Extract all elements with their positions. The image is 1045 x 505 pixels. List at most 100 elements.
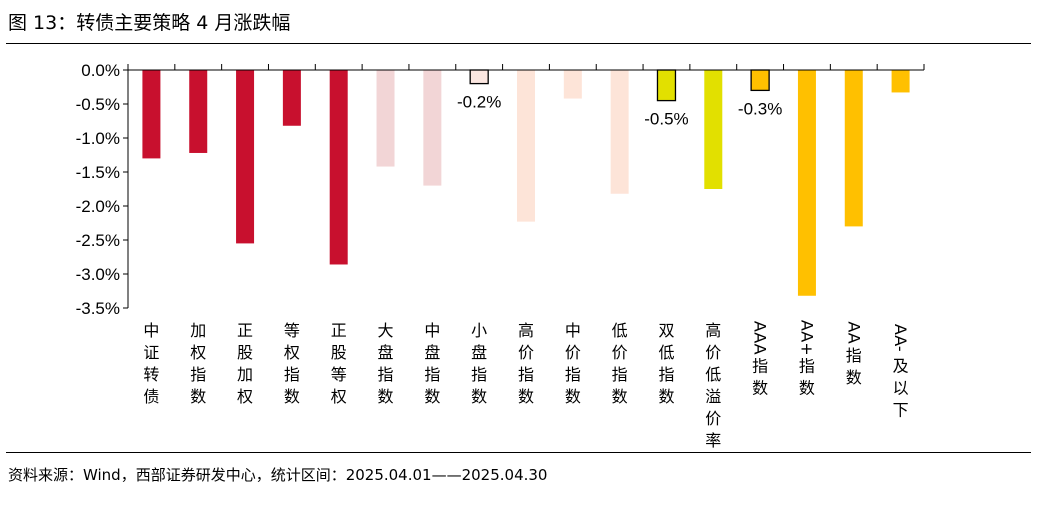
svg-text:及: 及	[893, 357, 909, 376]
y-tick-label: -3.0%	[76, 265, 120, 284]
y-tick-label: -2.0%	[76, 197, 120, 216]
svg-text:证: 证	[143, 343, 159, 362]
bar	[750, 69, 770, 92]
svg-text:盘: 盘	[378, 343, 394, 362]
svg-text:权: 权	[331, 387, 347, 406]
svg-text:权: 权	[284, 343, 300, 362]
bars	[142, 69, 910, 296]
svg-text:双: 双	[658, 321, 674, 340]
y-axis: 0.0% -0.5% -1.0% -1.5% -2.0% -2.5% -3.0% -3.5%	[76, 61, 129, 318]
svg-text:高: 高	[518, 321, 534, 340]
svg-text:数: 数	[518, 387, 534, 406]
svg-text:数: 数	[284, 387, 300, 406]
svg-text:低: 低	[612, 321, 628, 340]
category-labels: 中证转债加权指数正股加权等权指数正股等权大盘指数中盘指数小盘指数高价指数中价指数…	[143, 320, 910, 450]
svg-text:指: 指	[799, 357, 815, 376]
bar	[517, 70, 535, 222]
bar	[469, 69, 489, 85]
svg-text:数: 数	[565, 387, 581, 406]
svg-text:数: 数	[378, 387, 394, 406]
bar	[423, 70, 442, 186]
bar	[610, 70, 629, 194]
bar-chart: 0.0%-0.5%-1.0%-1.5%-2.0%-2.5%-3.0%-3.5% …	[76, 61, 925, 450]
svg-text:数: 数	[752, 379, 768, 398]
bar-data-label: -0.5%	[644, 110, 688, 129]
svg-text:指: 指	[612, 365, 628, 384]
bar	[282, 70, 301, 126]
svg-text:加: 加	[190, 321, 206, 340]
x-axis	[127, 64, 925, 71]
bar	[656, 69, 677, 102]
svg-text:AAA: AAA	[751, 321, 770, 355]
figure-title: 图 13：转债主要策略 4 月涨跌幅	[8, 12, 291, 34]
svg-text:低: 低	[705, 365, 721, 384]
bar	[563, 70, 582, 99]
svg-text:价: 价	[705, 343, 721, 362]
y-tick-label: -1.0%	[76, 129, 120, 148]
svg-text:价: 价	[705, 409, 721, 428]
svg-text:指: 指	[518, 365, 534, 384]
svg-text:数: 数	[612, 387, 628, 406]
bar	[142, 70, 161, 159]
svg-text:溢: 溢	[705, 387, 721, 406]
svg-text:低: 低	[658, 343, 674, 362]
svg-text:数: 数	[190, 387, 206, 406]
svg-text:AA+: AA+	[797, 320, 816, 356]
category-label: AA- 及以下	[891, 324, 910, 420]
svg-text:AA-: AA-	[891, 324, 910, 352]
svg-text:指: 指	[284, 365, 300, 384]
svg-text:中: 中	[143, 321, 159, 340]
category-label: AAA 指数	[751, 321, 770, 398]
y-tick-label: -1.5%	[76, 163, 120, 182]
svg-text:等: 等	[284, 321, 300, 340]
svg-text:数: 数	[424, 387, 440, 406]
bar	[704, 70, 723, 189]
svg-text:下: 下	[893, 401, 909, 420]
svg-text:数: 数	[799, 379, 815, 398]
svg-text:大: 大	[378, 321, 394, 340]
svg-text:等: 等	[331, 365, 347, 384]
svg-text:股: 股	[331, 343, 347, 362]
bar	[236, 70, 255, 244]
bar-data-label: -0.2%	[457, 93, 501, 112]
category-label: AA 指数	[844, 321, 863, 387]
svg-text:中: 中	[424, 321, 440, 340]
svg-text:指: 指	[846, 346, 862, 365]
svg-text:率: 率	[705, 431, 721, 450]
svg-text:加: 加	[237, 365, 253, 384]
svg-text:指: 指	[658, 365, 674, 384]
svg-text:指: 指	[471, 365, 487, 384]
bar	[891, 70, 910, 93]
svg-text:数: 数	[846, 368, 862, 387]
bar-data-label: -0.3%	[738, 99, 782, 118]
svg-text:小: 小	[471, 321, 487, 340]
svg-text:价: 价	[518, 343, 534, 362]
bar	[376, 70, 395, 167]
svg-text:价: 价	[565, 343, 581, 362]
bar	[844, 70, 863, 227]
bar	[797, 70, 816, 296]
svg-text:权: 权	[237, 387, 253, 406]
svg-text:高: 高	[705, 321, 721, 340]
svg-text:AA: AA	[844, 321, 863, 343]
svg-text:权: 权	[190, 343, 206, 362]
category-label: AA+指数	[797, 320, 816, 398]
svg-text:债: 债	[143, 387, 159, 406]
source-note: 资料来源：Wind，西部证券研发中心，统计区间：2025.04.01——2025…	[8, 466, 548, 484]
y-tick-label: -2.5%	[76, 231, 120, 250]
svg-text:价: 价	[612, 343, 628, 362]
y-tick-label: 0.0%	[81, 61, 120, 80]
svg-text:指: 指	[190, 365, 206, 384]
svg-text:指: 指	[565, 365, 581, 384]
svg-text:数: 数	[658, 387, 674, 406]
svg-text:中: 中	[565, 321, 581, 340]
